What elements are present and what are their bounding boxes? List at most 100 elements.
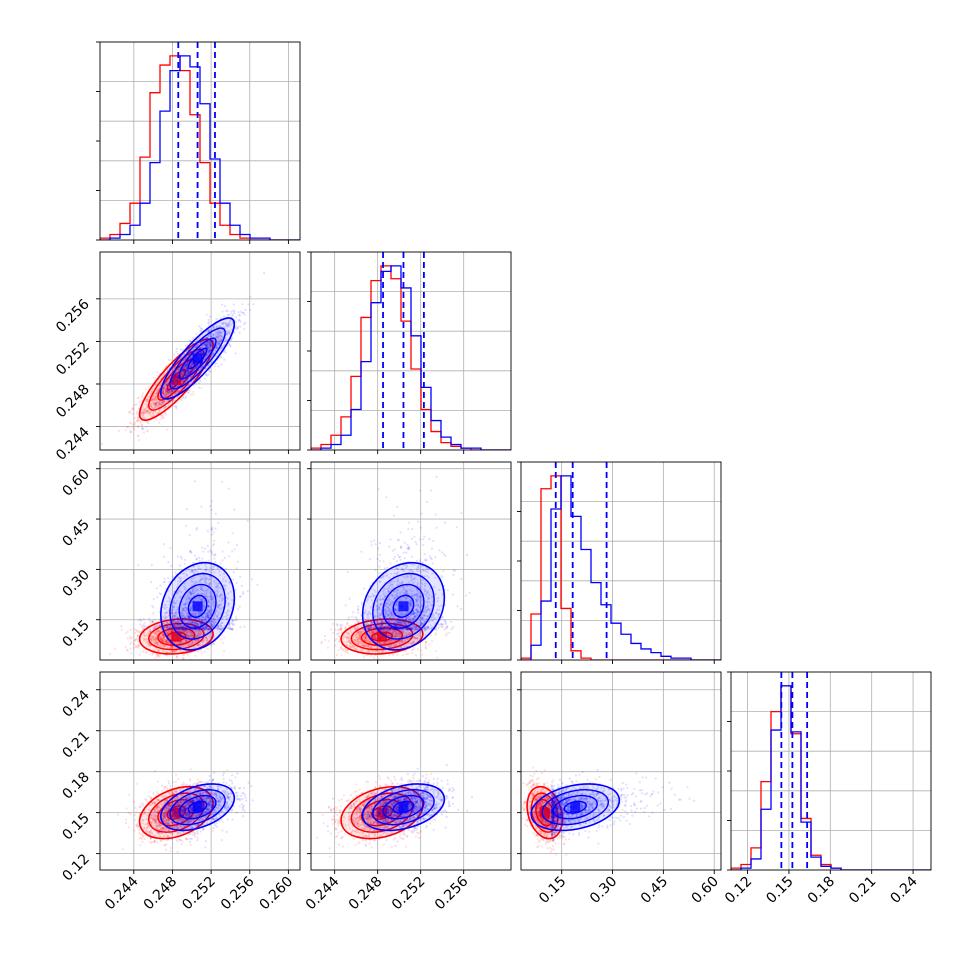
scatter-point bbox=[215, 343, 219, 346]
scatter-point bbox=[150, 399, 153, 402]
scatter-point bbox=[182, 374, 185, 377]
scatter-point bbox=[186, 362, 189, 365]
scatter-point bbox=[163, 406, 166, 409]
scatter-point bbox=[162, 399, 165, 402]
scatter-point bbox=[198, 347, 201, 351]
scatter-point bbox=[137, 619, 140, 622]
scatter-point bbox=[169, 391, 172, 394]
scatter-point bbox=[199, 351, 202, 354]
scatter-point bbox=[141, 392, 144, 395]
scatter-point bbox=[166, 390, 169, 393]
scatter-point bbox=[180, 371, 183, 374]
scatter-point bbox=[156, 375, 159, 378]
scatter-point bbox=[176, 396, 180, 399]
scatter-point bbox=[176, 391, 179, 394]
scatter-point bbox=[191, 363, 194, 366]
scatter-point bbox=[150, 406, 153, 409]
scatter-point bbox=[152, 414, 156, 417]
scatter-point bbox=[200, 327, 203, 330]
scatter-point bbox=[205, 344, 208, 347]
scatter-point bbox=[144, 410, 148, 413]
scatter-point bbox=[141, 405, 144, 409]
scatter-point bbox=[219, 356, 222, 359]
scatter-point bbox=[156, 654, 159, 657]
scatter-point bbox=[158, 402, 161, 405]
scatter-point bbox=[194, 366, 197, 369]
scatter-point bbox=[231, 532, 234, 535]
scatter-point bbox=[192, 342, 195, 345]
scatter-point bbox=[120, 628, 124, 631]
scatter-point bbox=[217, 338, 220, 341]
scatter-point bbox=[136, 435, 140, 438]
scatter-point bbox=[183, 366, 186, 369]
scatter-point bbox=[171, 389, 174, 392]
scatter-point bbox=[192, 367, 196, 370]
scatter-point bbox=[200, 327, 203, 330]
scatter-point bbox=[200, 651, 203, 654]
scatter-point bbox=[167, 386, 170, 389]
scatter-point bbox=[156, 596, 159, 599]
scatter-point bbox=[153, 398, 156, 401]
scatter-point bbox=[126, 426, 129, 429]
scatter-point bbox=[187, 377, 190, 380]
scatter-point bbox=[153, 403, 156, 406]
scatter-point bbox=[153, 407, 156, 410]
scatter-point bbox=[141, 426, 144, 430]
scatter-point bbox=[208, 345, 211, 348]
scatter-point bbox=[212, 531, 215, 534]
scatter-point bbox=[153, 398, 156, 401]
scatter-point bbox=[140, 411, 143, 414]
scatter-point bbox=[183, 373, 186, 376]
scatter-point bbox=[124, 429, 127, 432]
scatter-point bbox=[218, 342, 221, 345]
scatter-point bbox=[196, 343, 199, 347]
scatter-point bbox=[210, 550, 213, 553]
scatter-point bbox=[182, 397, 185, 400]
scatter-point bbox=[189, 351, 192, 354]
scatter-point bbox=[183, 365, 186, 368]
scatter-point bbox=[142, 623, 145, 626]
scatter-point bbox=[190, 363, 193, 366]
scatter-point bbox=[209, 345, 212, 348]
scatter-point bbox=[145, 398, 148, 401]
scatter-point bbox=[212, 554, 215, 557]
scatter-point bbox=[176, 380, 179, 383]
scatter-point bbox=[191, 368, 194, 371]
scatter-point bbox=[209, 346, 212, 349]
scatter-point bbox=[161, 416, 164, 419]
scatter-point bbox=[170, 389, 173, 392]
scatter-point bbox=[148, 395, 151, 398]
scatter-point bbox=[241, 303, 244, 306]
scatter-point bbox=[221, 310, 224, 313]
scatter-point bbox=[133, 428, 136, 431]
scatter-point bbox=[181, 370, 184, 373]
scatter-point bbox=[238, 314, 241, 317]
density-peak bbox=[171, 374, 182, 385]
scatter-point bbox=[142, 413, 145, 416]
scatter-point bbox=[171, 389, 174, 392]
scatter-point bbox=[206, 544, 209, 548]
scatter-point bbox=[185, 364, 188, 367]
scatter-point bbox=[206, 341, 209, 344]
scatter-point bbox=[244, 308, 247, 312]
scatter-point bbox=[145, 400, 148, 403]
scatter-point bbox=[169, 391, 172, 394]
scatter-point bbox=[170, 390, 173, 393]
scatter-point bbox=[187, 388, 190, 391]
scatter-point bbox=[207, 349, 210, 352]
scatter-point bbox=[217, 337, 220, 340]
scatter-point bbox=[157, 405, 160, 408]
scatter-point bbox=[233, 623, 236, 626]
scatter-point bbox=[229, 323, 232, 326]
scatter-point bbox=[158, 624, 161, 627]
scatter-point bbox=[228, 330, 231, 333]
scatter-point bbox=[158, 421, 161, 424]
scatter-point bbox=[233, 312, 236, 315]
scatter-point bbox=[208, 341, 211, 344]
scatter-point bbox=[164, 406, 167, 409]
scatter-point bbox=[162, 555, 166, 558]
scatter-point bbox=[132, 407, 135, 410]
scatter-point bbox=[159, 373, 162, 376]
scatter-point bbox=[200, 387, 203, 390]
scatter-point bbox=[175, 384, 178, 388]
